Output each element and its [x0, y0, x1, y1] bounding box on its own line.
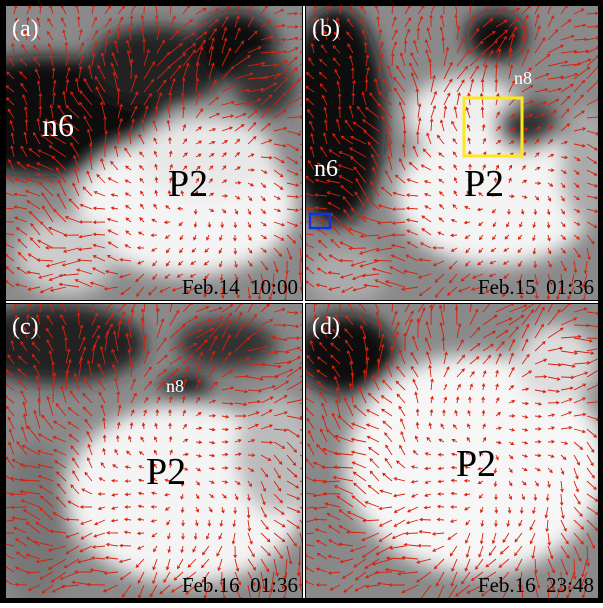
annotation: P2 — [464, 163, 504, 205]
panel-label: (a) — [12, 16, 39, 42]
panel: (b) n8 n6 P2 Feb.15 01:36 — [286, 3, 603, 307]
panel: (c) n8 P2 Feb.16 01:36 — [0, 298, 319, 603]
panel-label: (b) — [312, 16, 340, 42]
annotation: P2 — [168, 163, 208, 205]
timestamp: Feb.15 01:36 — [478, 275, 594, 299]
annotation: n8 — [514, 68, 532, 88]
timestamp: Feb.16 23:48 — [478, 573, 594, 597]
panel-label: (c) — [12, 314, 39, 340]
annotation: n8 — [446, 379, 458, 391]
panel: (a) n6 P2 Feb.14 10:00 — [0, 3, 319, 304]
figure: (a) n6 P2 Feb.14 10:00 (b) n8 n6 P2 Feb.15 01:36… — [0, 0, 603, 603]
feature — [516, 324, 596, 404]
panel: (d) n8 P2 Feb.16 23:48 — [296, 293, 603, 603]
annotation: n6 — [42, 107, 74, 143]
annotation: P2 — [146, 451, 186, 493]
feature — [236, 56, 296, 116]
annotation: n8 — [166, 376, 184, 396]
feature — [496, 101, 556, 151]
timestamp: Feb.14 10:00 — [182, 275, 298, 299]
panel-label: (d) — [312, 314, 340, 340]
annotation: P2 — [456, 443, 496, 485]
timestamp: Feb.16 01:36 — [182, 573, 298, 597]
annotation: n6 — [314, 156, 338, 182]
